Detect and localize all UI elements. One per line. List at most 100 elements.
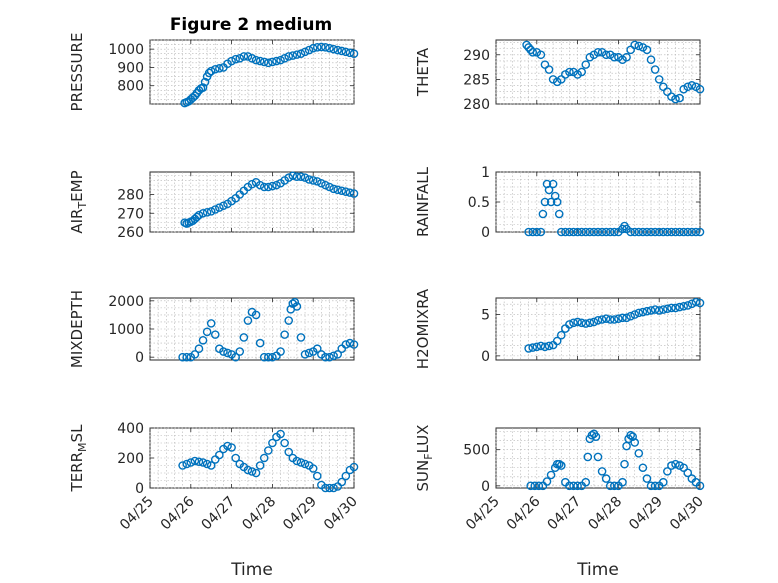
data-point <box>198 458 208 467</box>
data-point <box>280 438 289 448</box>
data-point <box>308 43 318 53</box>
data-point <box>591 432 601 441</box>
data-point <box>585 227 595 237</box>
data-point <box>577 318 586 328</box>
data-point <box>349 340 359 349</box>
data-point <box>202 208 212 217</box>
data-point <box>321 483 330 493</box>
data-point <box>565 481 574 491</box>
data-point <box>204 68 214 78</box>
data-point <box>561 227 570 237</box>
data-point <box>610 227 619 237</box>
data-point <box>235 53 245 63</box>
data-point <box>601 474 611 483</box>
data-point <box>200 77 210 87</box>
data-point <box>325 483 334 493</box>
data-point <box>654 227 664 237</box>
data-point <box>304 175 314 184</box>
data-point <box>646 55 656 64</box>
data-point <box>528 48 538 57</box>
data-point <box>312 43 322 52</box>
data-point <box>671 459 680 469</box>
data-point <box>626 430 635 440</box>
data-point <box>605 481 615 491</box>
subplot-6: 0 5 H2OMIXRA <box>414 288 705 369</box>
data-point <box>300 350 310 359</box>
data-point <box>626 311 635 321</box>
data-point <box>300 173 310 182</box>
data-point <box>215 203 224 212</box>
data-point <box>687 299 697 309</box>
data-point <box>687 227 697 237</box>
data-point <box>284 173 294 182</box>
data-point <box>255 56 265 66</box>
data-point <box>663 467 672 476</box>
data-point <box>663 227 672 237</box>
data-point <box>581 477 591 487</box>
data-point <box>546 197 556 207</box>
data-point <box>610 52 619 62</box>
data-point <box>321 180 330 190</box>
data-point <box>239 333 249 342</box>
x-axis-label: Time <box>576 560 619 580</box>
data-point <box>317 42 326 52</box>
data-point <box>210 64 220 74</box>
data-series <box>180 42 359 108</box>
data-point <box>219 347 228 356</box>
data-point <box>290 297 300 307</box>
data-point <box>683 227 693 237</box>
data-point <box>215 64 224 73</box>
data-point <box>556 330 566 340</box>
y-tick-label: 1000 <box>108 322 144 338</box>
data-point <box>618 477 627 487</box>
data-point <box>239 52 249 61</box>
data-point <box>573 227 582 237</box>
data-point <box>268 438 277 448</box>
data-point <box>312 177 322 186</box>
data-point <box>552 336 562 346</box>
data-point <box>646 306 656 315</box>
data-point <box>329 44 338 54</box>
data-point <box>280 330 289 339</box>
data-point <box>569 481 578 491</box>
data-point <box>630 227 640 237</box>
data-point <box>247 179 257 189</box>
data-point <box>593 227 603 237</box>
x-tick-label: 04/29 <box>280 494 320 534</box>
data-point <box>528 227 538 237</box>
data-point <box>349 462 359 472</box>
x-tick-label: 04/29 <box>626 494 666 534</box>
data-point <box>565 227 574 237</box>
data-point <box>671 227 680 237</box>
data-point <box>675 93 684 103</box>
data-series <box>524 179 705 237</box>
data-point <box>268 57 277 67</box>
data-point <box>190 350 200 359</box>
subplot-7: 0 200 400 04/25 04/26 04/27 04/28 04/29 04/30 TER… <box>68 421 361 580</box>
y-tick-label: 0.5 <box>468 195 490 211</box>
y-tick-label: 270 <box>117 206 144 222</box>
y-axis-label: THETA <box>414 47 432 97</box>
data-point <box>192 212 202 222</box>
data-point <box>630 438 640 447</box>
data-point <box>548 179 558 189</box>
y-tick-label: 900 <box>117 60 144 76</box>
data-point <box>292 172 302 181</box>
data-series <box>522 40 705 104</box>
y-tick-label: 285 <box>463 72 490 88</box>
y-tick-label: 0 <box>481 225 490 241</box>
data-point <box>581 319 591 328</box>
data-point <box>280 53 289 63</box>
data-point <box>536 341 546 351</box>
data-point <box>667 227 676 237</box>
subplot-3: 260 270 280 AIRTEMP <box>68 170 359 241</box>
data-point <box>554 209 564 219</box>
data-point <box>178 461 187 470</box>
data-point <box>524 227 533 237</box>
x-axis-label: Time <box>230 560 273 580</box>
data-point <box>337 186 347 196</box>
data-point <box>577 67 586 77</box>
data-point <box>605 227 615 237</box>
data-point <box>333 350 342 359</box>
data-point <box>321 352 330 362</box>
